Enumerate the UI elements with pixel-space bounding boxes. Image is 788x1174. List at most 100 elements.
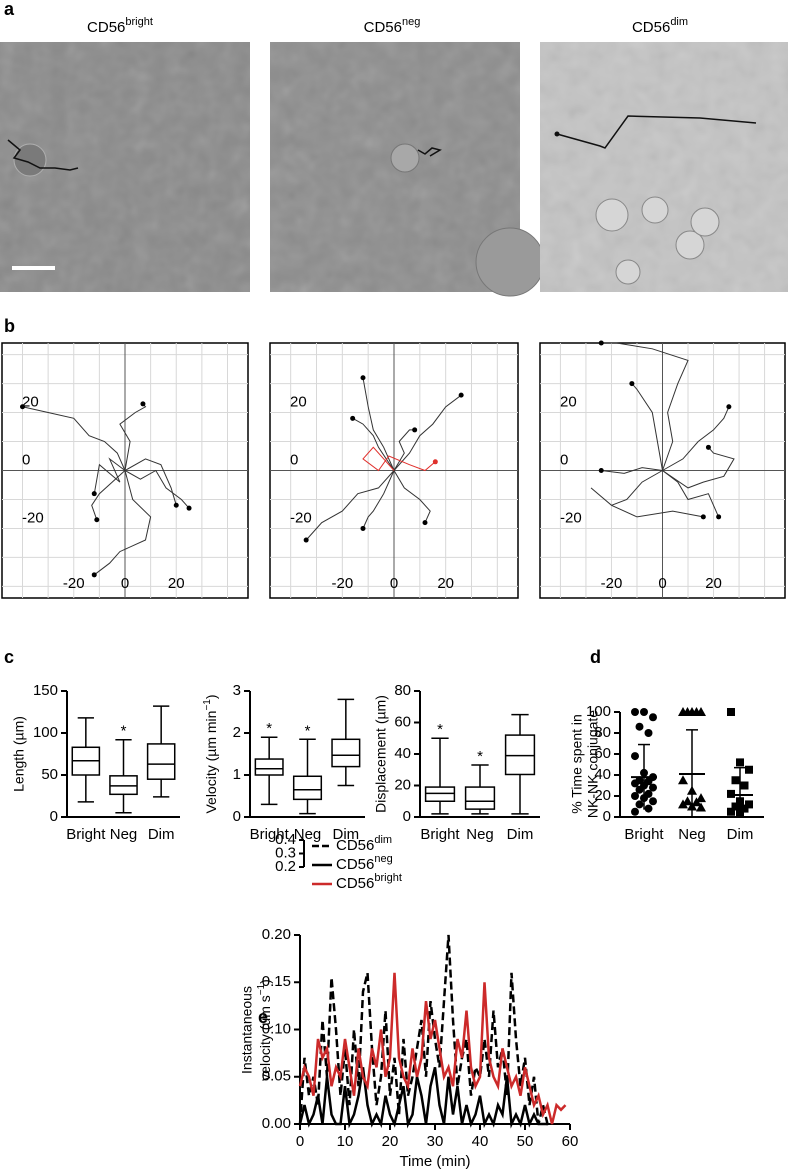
track-end (94, 517, 100, 523)
point (696, 802, 706, 812)
track (91, 470, 126, 520)
y-tick-label: 0 (290, 451, 298, 468)
x-tick-label: Bright (420, 826, 460, 843)
y-tick-label: 100 (33, 724, 58, 741)
track (662, 406, 730, 471)
x-tick-label: 0 (296, 1133, 304, 1150)
track (352, 417, 395, 471)
track-end (91, 572, 97, 578)
track (93, 457, 126, 494)
track-end (716, 514, 722, 520)
x-tick-label: 40 (472, 1133, 489, 1150)
y-tick-label: 0.20 (262, 926, 291, 943)
x-tick-label: 50 (517, 1133, 534, 1150)
track-end (629, 381, 635, 387)
point (736, 758, 744, 767)
y-axis-label: Instantaneous (239, 986, 255, 1074)
x-tick-label: -20 (63, 575, 85, 592)
panel-label: c (4, 647, 14, 667)
box (464, 786, 496, 810)
track-end (186, 505, 192, 511)
label-part: Velocity (µm min (203, 711, 219, 814)
micrograph (270, 42, 545, 297)
y-tick-label: 20 (290, 394, 307, 411)
legend-label: CD56neg (336, 853, 393, 873)
point (644, 729, 653, 737)
image-title: CD56bright (87, 16, 153, 36)
point (649, 783, 657, 792)
panel-label: b (4, 316, 15, 336)
x-tick-label: 20 (437, 575, 454, 592)
point (745, 800, 753, 809)
series-line (298, 1067, 548, 1129)
y-tick-label: 20 (560, 394, 577, 411)
x-tick-label: -20 (331, 575, 353, 592)
track-end (20, 404, 25, 410)
x-tick-label: 20 (382, 1133, 399, 1150)
point (727, 708, 735, 716)
track (124, 458, 177, 506)
y-tick-label: 0 (403, 808, 411, 825)
x-tick-label: 0 (658, 575, 666, 592)
box (146, 743, 176, 780)
y-tick-label: 0 (233, 808, 241, 825)
significance: * (121, 723, 127, 740)
track (662, 446, 735, 489)
legend-label: CD56bright (336, 872, 402, 892)
title-sup: neg (402, 16, 420, 28)
title-sup: bright (125, 16, 153, 28)
y-tick-label: 0.15 (262, 973, 291, 990)
track-end (140, 401, 146, 407)
track (305, 470, 395, 541)
track-end (598, 468, 604, 473)
track-end (700, 514, 706, 520)
box (424, 786, 456, 803)
track (590, 470, 704, 518)
point (631, 807, 639, 816)
x-tick-label: 60 (562, 1133, 579, 1150)
box (504, 734, 536, 776)
y-tick-label: 0.05 (262, 1068, 291, 1085)
track-end (303, 537, 309, 543)
label-part: ) (257, 979, 273, 984)
legend-base: CD56 (336, 875, 374, 892)
y-tick-label: 40 (394, 745, 411, 762)
x-tick-label: 30 (427, 1133, 444, 1150)
title-base: CD56 (87, 19, 125, 36)
label-sup: −1 (256, 983, 267, 995)
y-axis-label: Displacement (µm) (373, 695, 389, 813)
point (678, 799, 688, 809)
track (393, 429, 415, 471)
point (691, 797, 702, 807)
legend-label: CD56dim (336, 834, 392, 854)
y-tick-label: 0 (603, 808, 611, 825)
track-end (726, 404, 732, 410)
legend-base: CD56 (336, 837, 374, 854)
y-tick-label: 60 (594, 745, 611, 762)
y-tick-label: 0 (560, 451, 568, 468)
point (631, 779, 639, 788)
y-tick-label: 0.10 (262, 1020, 291, 1037)
track (631, 383, 663, 471)
legend-sup: neg (374, 853, 392, 865)
point (649, 797, 657, 806)
point (727, 789, 735, 798)
title-base: CD56 (632, 19, 670, 36)
track-end (422, 520, 428, 526)
y-tick-label: 80 (594, 724, 611, 741)
track (393, 394, 462, 471)
significance: * (305, 722, 311, 739)
title-sup: dim (670, 16, 688, 28)
image-title: CD56dim (632, 16, 688, 36)
point (631, 792, 639, 800)
point (740, 804, 749, 813)
series-line (298, 972, 567, 1125)
significance: * (266, 720, 272, 737)
y-tick-label: 60 (394, 713, 411, 730)
panel-label: d (590, 647, 601, 667)
point (696, 793, 706, 803)
label-sup: −1 (202, 699, 213, 711)
x-tick-label: Neg (466, 826, 494, 843)
point (635, 785, 644, 794)
